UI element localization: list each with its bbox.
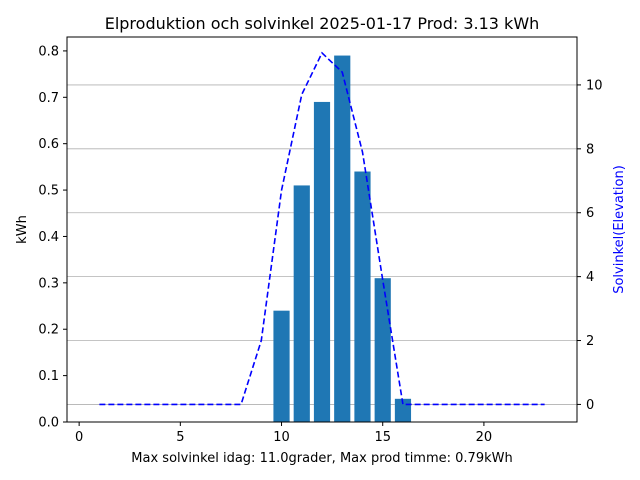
y-tick-label: 0.0	[38, 416, 59, 431]
x-tick-label: 0	[75, 430, 83, 445]
y-tick-label: 0.2	[38, 323, 59, 338]
x-axis-label: Max solvinkel idag: 11.0grader, Max prod…	[131, 451, 512, 466]
y-axis-label: kWh	[15, 215, 30, 244]
y2-tick-label: 4	[586, 270, 594, 285]
x-tick-label: 20	[476, 430, 493, 445]
x-axis-ticks: 0 5 10 15 20	[75, 422, 492, 445]
x-tick-label: 10	[273, 430, 290, 445]
y-tick-label: 0.1	[38, 369, 59, 384]
elevation-line	[99, 51, 545, 406]
y-tick-label: 0.4	[38, 230, 59, 245]
bar	[334, 55, 351, 422]
plot-frame	[66, 36, 578, 423]
y-tick-label: 0.8	[38, 44, 59, 59]
y2-tick-label: 0	[586, 398, 594, 413]
y2-tick-label: 10	[586, 78, 603, 93]
y-tick-label: 0.6	[38, 137, 59, 152]
bar	[273, 310, 290, 422]
line-layer	[99, 51, 545, 406]
y-tick-label: 0.5	[38, 184, 59, 199]
y2-tick-label: 6	[586, 206, 594, 221]
bar	[354, 171, 371, 422]
y2-axis-label: Solvinkel(Elevation)	[612, 165, 627, 294]
y-tick-label: 0.7	[38, 91, 59, 106]
y-tick-label: 0.3	[38, 276, 59, 291]
y2-tick-label: 2	[586, 334, 594, 349]
y-axis-right-ticks: 0 2 4 6 8 10	[577, 78, 603, 413]
bar	[313, 101, 331, 422]
x-tick-label: 5	[176, 430, 184, 445]
y-axis-left-ticks: 0.0 0.1 0.2 0.3 0.4 0.5 0.6 0.7 0.8	[38, 44, 67, 431]
bar	[293, 185, 310, 422]
x-tick-label: 15	[374, 430, 391, 445]
chart-title: Elproduktion och solvinkel 2025-01-17 Pr…	[105, 14, 540, 33]
y2-tick-label: 8	[586, 142, 594, 157]
bars-layer	[273, 55, 412, 422]
bar	[374, 278, 391, 422]
